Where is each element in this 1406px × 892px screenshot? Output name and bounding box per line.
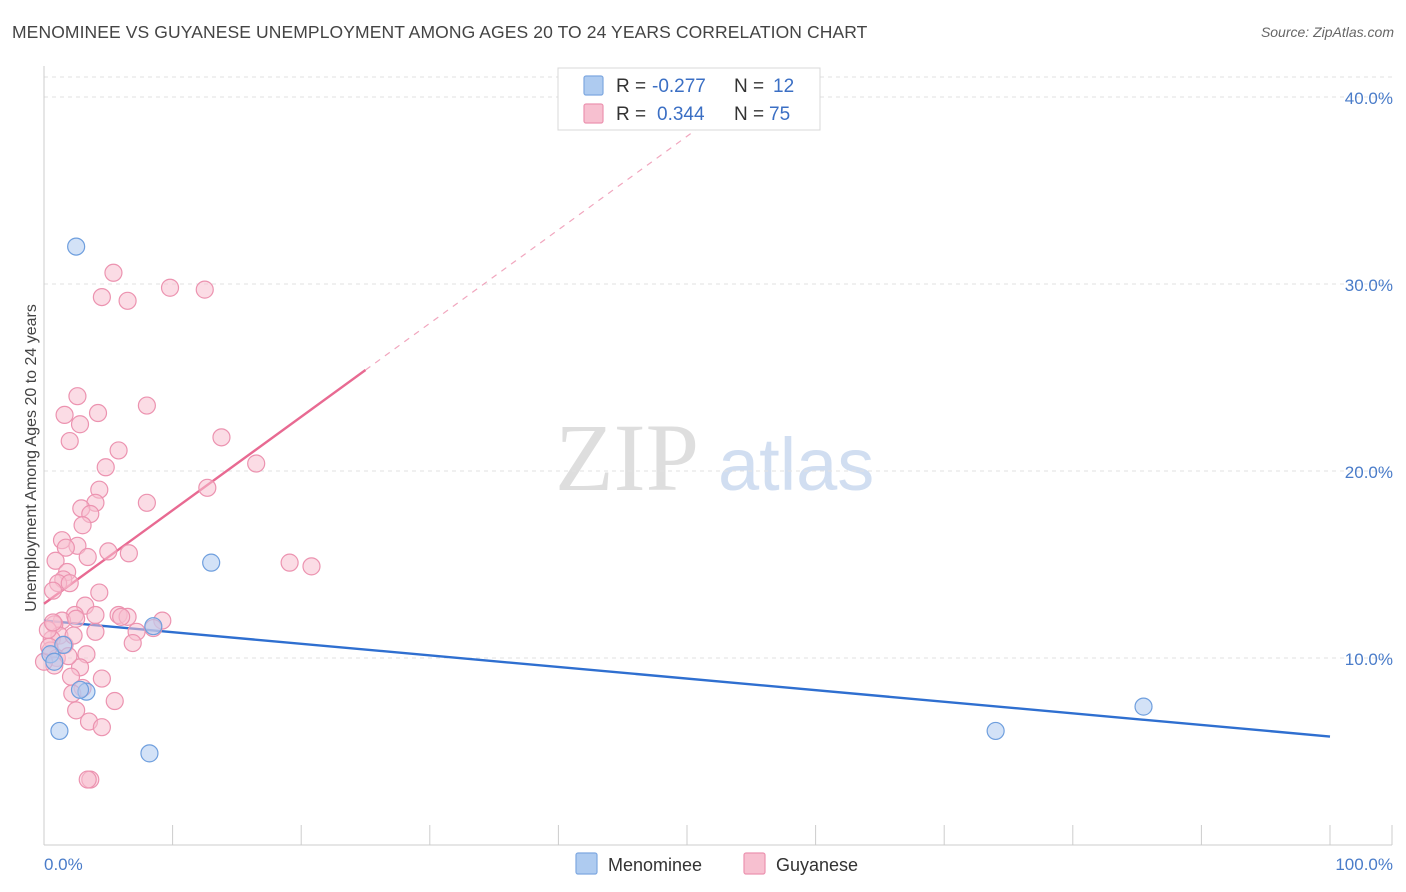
point-guyanese-0 — [104, 263, 123, 282]
point-menominee-9 — [986, 721, 1005, 741]
point-guyanese-34 — [60, 574, 79, 593]
point-guyanese-9 — [70, 415, 90, 434]
point-guyanese-65 — [92, 718, 111, 737]
point-guyanese-25 — [99, 542, 118, 561]
point-menominee-0 — [67, 237, 86, 256]
point-guyanese-13 — [247, 454, 266, 473]
point-menominee-7 — [50, 721, 69, 741]
point-guyanese-38 — [86, 605, 105, 625]
point-menominee-5 — [45, 652, 64, 671]
point-guyanese-2 — [195, 280, 214, 299]
point-guyanese-21 — [73, 516, 92, 535]
point-guyanese-14 — [96, 458, 115, 477]
axes — [43, 66, 1393, 846]
point-guyanese-4 — [118, 291, 137, 310]
point-guyanese-8 — [88, 403, 108, 423]
chart-title: MENOMINEE VS GUYANESE UNEMPLOYMENT AMONG… — [12, 22, 868, 42]
point-guyanese-29 — [280, 553, 299, 572]
point-menominee-11 — [70, 680, 90, 699]
legend-swatch-guyanese — [583, 103, 604, 124]
y-tick-label-40: 40.0% — [1345, 89, 1393, 108]
series-legend-swatch-guyanese — [743, 852, 766, 875]
point-guyanese-1 — [160, 278, 180, 297]
legend-n-value-0: 12 — [773, 76, 794, 97]
point-guyanese-26 — [119, 544, 138, 563]
source-credit: Source: ZipAtlas.com — [1260, 24, 1394, 40]
legend-r-value-1: 0.344 — [657, 104, 705, 125]
point-guyanese-27 — [46, 551, 65, 570]
x-tick-label-min: 0.0% — [44, 855, 83, 874]
legend-r-label-0: R = — [616, 76, 646, 97]
point-guyanese-44 — [67, 609, 86, 628]
series-legend-label-menominee: Menominee — [608, 855, 702, 875]
series-legend: Menominee Guyanese — [575, 852, 858, 875]
y-axis-title: Unemployment Among Ages 20 to 24 years — [23, 304, 40, 612]
point-guyanese-72 — [112, 607, 131, 626]
point-guyanese-11 — [60, 431, 79, 451]
x-tick-label-max: 100.0% — [1335, 855, 1393, 874]
stats-legend: R = -0.277 N = 12 R = 0.344 N = 75 — [557, 67, 821, 131]
point-menominee-3 — [54, 635, 73, 655]
point-menominee-10 — [1134, 697, 1153, 716]
y-tick-label-10: 10.0% — [1345, 650, 1393, 669]
trend-line-menominee — [43, 619, 1331, 738]
trend-extension-guyanese — [365, 124, 703, 371]
point-guyanese-15 — [198, 478, 217, 497]
point-guyanese-63 — [67, 701, 86, 720]
point-guyanese-48 — [86, 622, 105, 641]
y-tick-label-20: 20.0% — [1345, 463, 1393, 482]
watermark-atlas: atlas — [718, 423, 874, 506]
point-menominee-1 — [144, 617, 163, 636]
legend-r-label-1: R = — [616, 104, 646, 125]
series-legend-swatch-menominee — [575, 852, 598, 875]
point-menominee-8 — [140, 744, 159, 763]
point-guyanese-35 — [43, 581, 63, 600]
point-guyanese-24 — [56, 538, 75, 557]
legend-r-value-0: -0.277 — [652, 76, 706, 97]
point-guyanese-71 — [78, 770, 97, 789]
point-guyanese-68 — [43, 613, 63, 632]
legend-swatch-menominee — [583, 75, 604, 96]
point-guyanese-7 — [55, 405, 74, 424]
point-guyanese-53 — [123, 633, 142, 653]
point-guyanese-28 — [78, 547, 97, 567]
point-guyanese-6 — [137, 396, 156, 415]
series-legend-label-guyanese: Guyanese — [776, 855, 858, 875]
legend-n-label-1: N = — [734, 104, 764, 125]
point-guyanese-5 — [68, 387, 87, 406]
watermark-zip: ZIP — [555, 404, 699, 511]
legend-n-value-1: 75 — [769, 104, 790, 125]
point-guyanese-36 — [90, 583, 109, 602]
point-menominee-2 — [202, 553, 221, 572]
point-guyanese-59 — [92, 669, 111, 688]
data-points — [34, 237, 1153, 789]
point-guyanese-62 — [105, 691, 124, 711]
grid-lines — [44, 76, 1392, 659]
point-guyanese-3 — [92, 287, 111, 307]
point-guyanese-30 — [302, 557, 321, 576]
point-guyanese-10 — [212, 428, 231, 447]
point-guyanese-12 — [109, 441, 128, 460]
tick-labels: 10.0% 20.0% 30.0% 40.0% 0.0% 100.0% — [44, 89, 1393, 874]
point-guyanese-17 — [137, 493, 156, 512]
legend-n-label-0: N = — [734, 76, 764, 97]
y-tick-label-30: 30.0% — [1345, 276, 1393, 295]
